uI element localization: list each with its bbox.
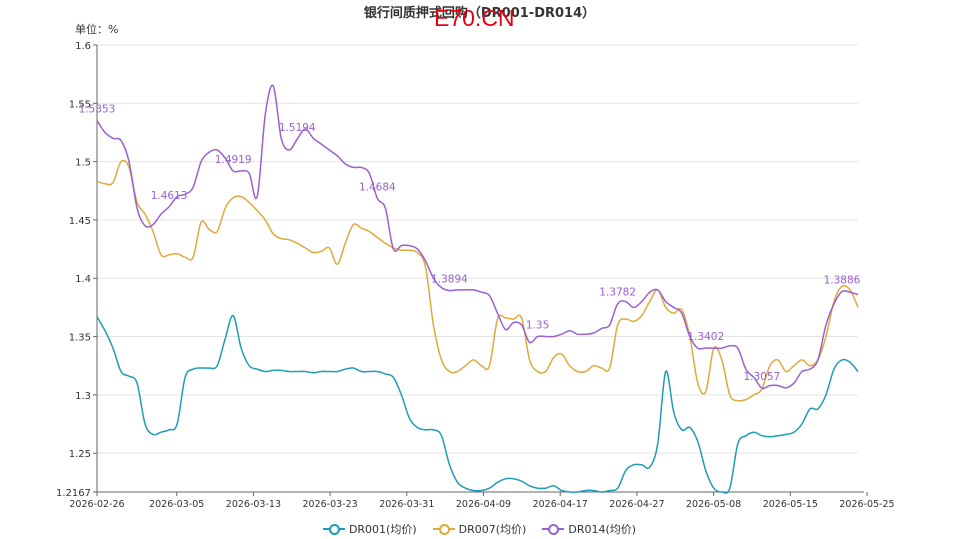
y-tick-label: 1.55 (69, 99, 91, 110)
legend-line-icon (432, 524, 455, 535)
x-axis-ticks: 2026-02-26 2026-03-05 2026-03-13 2026-03-23… (69, 492, 895, 510)
x-tick-label: 2026-03-05 (149, 499, 204, 510)
x-tick-label: 2026-03-23 (302, 499, 357, 510)
legend-item-dr014[interactable]: DR014(均价) (542, 521, 636, 537)
data-label: 1.4613 (151, 190, 188, 202)
x-tick-label: 2026-04-27 (609, 499, 664, 510)
legend: DR001(均价) DR007(均价) DR014(均价) (0, 521, 959, 537)
y-tick-label: 1.5 (75, 158, 91, 169)
x-tick-label: 2026-05-15 (763, 499, 818, 510)
series-line-dr001[interactable] (96, 314, 859, 494)
data-label: 1.5194 (279, 122, 316, 134)
legend-line-icon (542, 524, 565, 535)
legend-item-dr007[interactable]: DR007(均价) (432, 521, 527, 537)
y-tick-label: 1.3 (75, 391, 91, 402)
series-line-dr007[interactable] (96, 159, 859, 402)
legend-line-icon (322, 524, 345, 535)
series-line-dr014[interactable] (96, 84, 859, 390)
y-axis-ticks: 1.6 1.55 1.5 1.45 1.4 1.35 1.3 1.25 1.2167 (56, 41, 97, 499)
x-tick-label: 2026-02-26 (69, 499, 124, 510)
legend-item-dr001[interactable]: DR001(均价) (322, 521, 417, 537)
series-lines (96, 84, 859, 494)
y-tick-label: 1.6 (75, 41, 91, 52)
x-tick-label: 2026-05-08 (686, 499, 741, 510)
data-label: 1.3886 (824, 275, 861, 287)
y-tick-label: 1.4 (75, 274, 91, 285)
x-tick-label: 2026-04-17 (533, 499, 588, 510)
data-label: 1.5353 (79, 103, 116, 115)
watermark-logo: E70.CN (434, 5, 515, 31)
data-label: 1.3782 (599, 287, 636, 299)
y-tick-label: 1.2167 (56, 488, 91, 499)
x-tick-label: 2026-03-31 (379, 499, 434, 510)
y-tick-label: 1.25 (69, 449, 91, 460)
x-tick-label: 2026-05-25 (839, 499, 894, 510)
y-tick-label: 1.45 (69, 216, 91, 227)
data-label: 1.3894 (431, 274, 468, 286)
axes (96, 45, 864, 493)
x-tick-label: 2026-03-13 (226, 499, 281, 510)
legend-label: DR014(均价) (568, 523, 637, 536)
data-label: 1.35 (526, 320, 549, 332)
x-tick-label: 2026-04-09 (456, 499, 511, 510)
y-tick-label: 1.35 (69, 333, 91, 344)
legend-label: DR001(均价) (348, 523, 417, 536)
data-label: 1.3057 (743, 371, 780, 383)
grid-lines (97, 44, 858, 454)
chart-title: 银行间质押式回购（DR001-DR014） (363, 6, 596, 21)
data-label: 1.3402 (687, 331, 724, 343)
data-label: 1.4919 (215, 154, 252, 166)
data-labels: 1.5353 1.4613 1.4919 1.5194 1.4684 1.3894 1.35… (79, 103, 861, 383)
data-label: 1.4684 (359, 181, 396, 193)
y-unit-label: 单位：% (75, 23, 119, 36)
legend-label: DR007(均价) (458, 523, 527, 536)
